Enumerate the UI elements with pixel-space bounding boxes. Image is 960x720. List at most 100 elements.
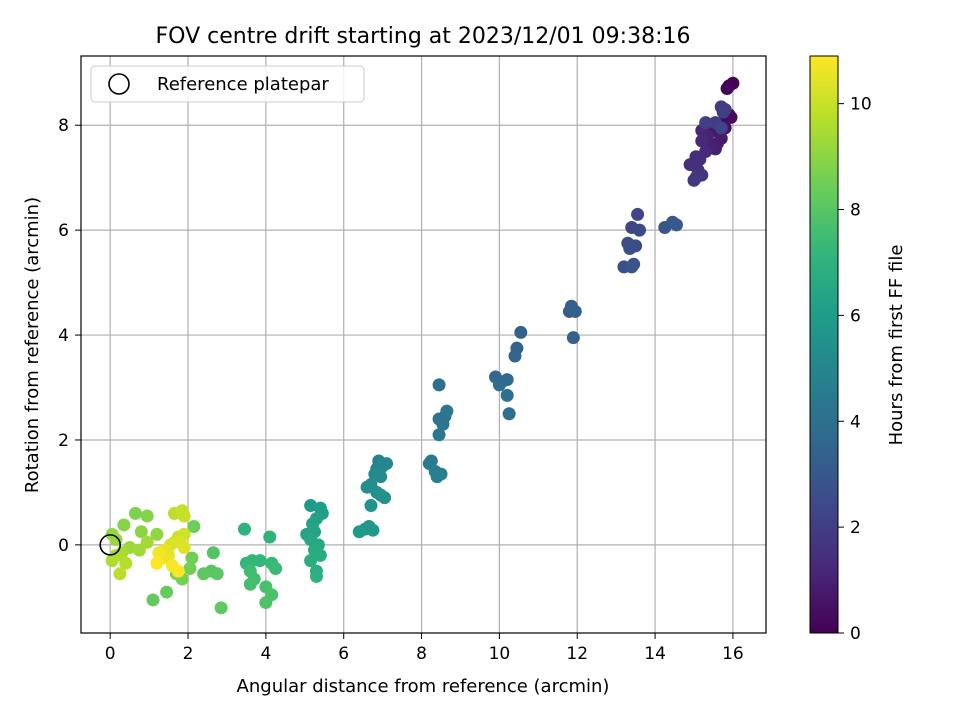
data-point xyxy=(500,388,514,402)
data-point xyxy=(432,378,446,392)
data-point xyxy=(140,535,154,549)
data-point xyxy=(309,569,323,583)
data-point xyxy=(699,116,713,130)
x-axis-ticks: 0 2 4 6 8 10 12 14 16 xyxy=(105,633,744,664)
data-point xyxy=(140,509,154,523)
y-tick-label: 4 xyxy=(58,326,69,346)
colorbar-tick-label: 2 xyxy=(850,518,861,538)
colorbar-ticks: 0 2 4 6 8 10 xyxy=(838,95,872,644)
data-point xyxy=(669,218,683,232)
data-point xyxy=(566,331,580,345)
data-point xyxy=(304,499,318,513)
data-point xyxy=(187,520,201,534)
data-point xyxy=(152,546,166,560)
data-point xyxy=(243,577,257,591)
y-axis-label: Rotation from reference (arcmin) xyxy=(22,197,43,493)
x-axis-label: Angular distance from reference (arcmin) xyxy=(237,676,610,697)
data-point xyxy=(177,540,191,554)
data-point xyxy=(113,567,127,581)
grid xyxy=(81,56,766,633)
legend: Reference platepar xyxy=(90,65,365,103)
chart-title: FOV centre drift starting at 2023/12/01 … xyxy=(156,24,691,49)
data-point xyxy=(352,525,366,539)
data-point xyxy=(492,378,506,392)
data-point xyxy=(214,601,228,615)
y-axis-ticks: 0 2 4 6 8 xyxy=(58,116,81,556)
data-point xyxy=(430,470,444,484)
colorbar-frame xyxy=(809,55,839,634)
data-point xyxy=(432,428,446,442)
data-point xyxy=(514,325,528,339)
data-point xyxy=(304,554,318,568)
data-point xyxy=(364,499,378,513)
reference-marker xyxy=(99,534,121,556)
data-point xyxy=(374,488,388,502)
x-tick-label: 12 xyxy=(566,644,588,664)
data-point xyxy=(269,561,283,575)
data-point xyxy=(253,554,267,568)
y-tick-label: 8 xyxy=(58,116,69,136)
data-point xyxy=(568,304,582,318)
x-tick-label: 14 xyxy=(644,644,666,664)
colorbar-tick-label: 4 xyxy=(850,412,861,432)
data-point xyxy=(146,593,160,607)
data-point xyxy=(720,82,734,96)
data-point xyxy=(695,134,709,148)
data-point xyxy=(128,506,142,520)
data-point xyxy=(259,596,273,610)
data-point xyxy=(625,260,639,274)
x-tick-label: 10 xyxy=(489,644,511,664)
data-point xyxy=(160,585,174,599)
data-point xyxy=(197,567,211,581)
x-tick-label: 0 xyxy=(105,644,116,664)
colorbar xyxy=(810,56,838,633)
y-tick-label: 2 xyxy=(58,431,69,451)
data-point xyxy=(374,470,388,484)
data-point xyxy=(623,242,637,256)
data-point xyxy=(508,349,522,363)
data-point xyxy=(177,509,191,523)
data-point xyxy=(714,121,728,135)
data-point xyxy=(313,548,327,562)
colorbar-tick-label: 8 xyxy=(850,201,861,221)
colorbar-label: Hours from first FF file xyxy=(886,245,907,446)
colorbar-tick-label: 6 xyxy=(850,306,861,326)
data-point xyxy=(150,556,164,570)
data-point xyxy=(117,518,131,532)
data-point xyxy=(210,567,224,581)
data-point xyxy=(105,554,119,568)
data-points xyxy=(105,76,740,615)
colorbar-tick-label: 0 xyxy=(850,624,861,644)
data-point xyxy=(171,564,185,578)
data-point xyxy=(150,527,164,541)
x-tick-label: 4 xyxy=(260,644,271,664)
plot-frame xyxy=(80,55,767,634)
y-tick-label: 6 xyxy=(58,221,69,241)
data-point xyxy=(631,207,645,221)
data-point xyxy=(633,223,647,237)
legend-marker-icon xyxy=(108,73,130,95)
data-point xyxy=(366,523,380,537)
data-point xyxy=(360,480,374,494)
x-tick-label: 8 xyxy=(416,644,427,664)
data-point xyxy=(134,525,148,539)
data-point xyxy=(436,417,450,431)
x-tick-label: 16 xyxy=(722,644,744,664)
data-point xyxy=(206,546,220,560)
data-point xyxy=(687,173,701,187)
legend-box xyxy=(90,65,365,103)
data-point xyxy=(502,407,516,421)
legend-label: Reference platepar xyxy=(157,74,329,95)
data-point xyxy=(119,556,133,570)
y-tick-label: 0 xyxy=(58,536,69,556)
data-point xyxy=(440,404,454,418)
data-point xyxy=(237,522,251,536)
data-point xyxy=(263,530,277,544)
x-tick-label: 6 xyxy=(338,644,349,664)
x-tick-label: 2 xyxy=(183,644,194,664)
data-point xyxy=(183,561,197,575)
data-point xyxy=(185,551,199,565)
colorbar-tick-label: 10 xyxy=(850,95,872,115)
data-point xyxy=(716,105,730,119)
